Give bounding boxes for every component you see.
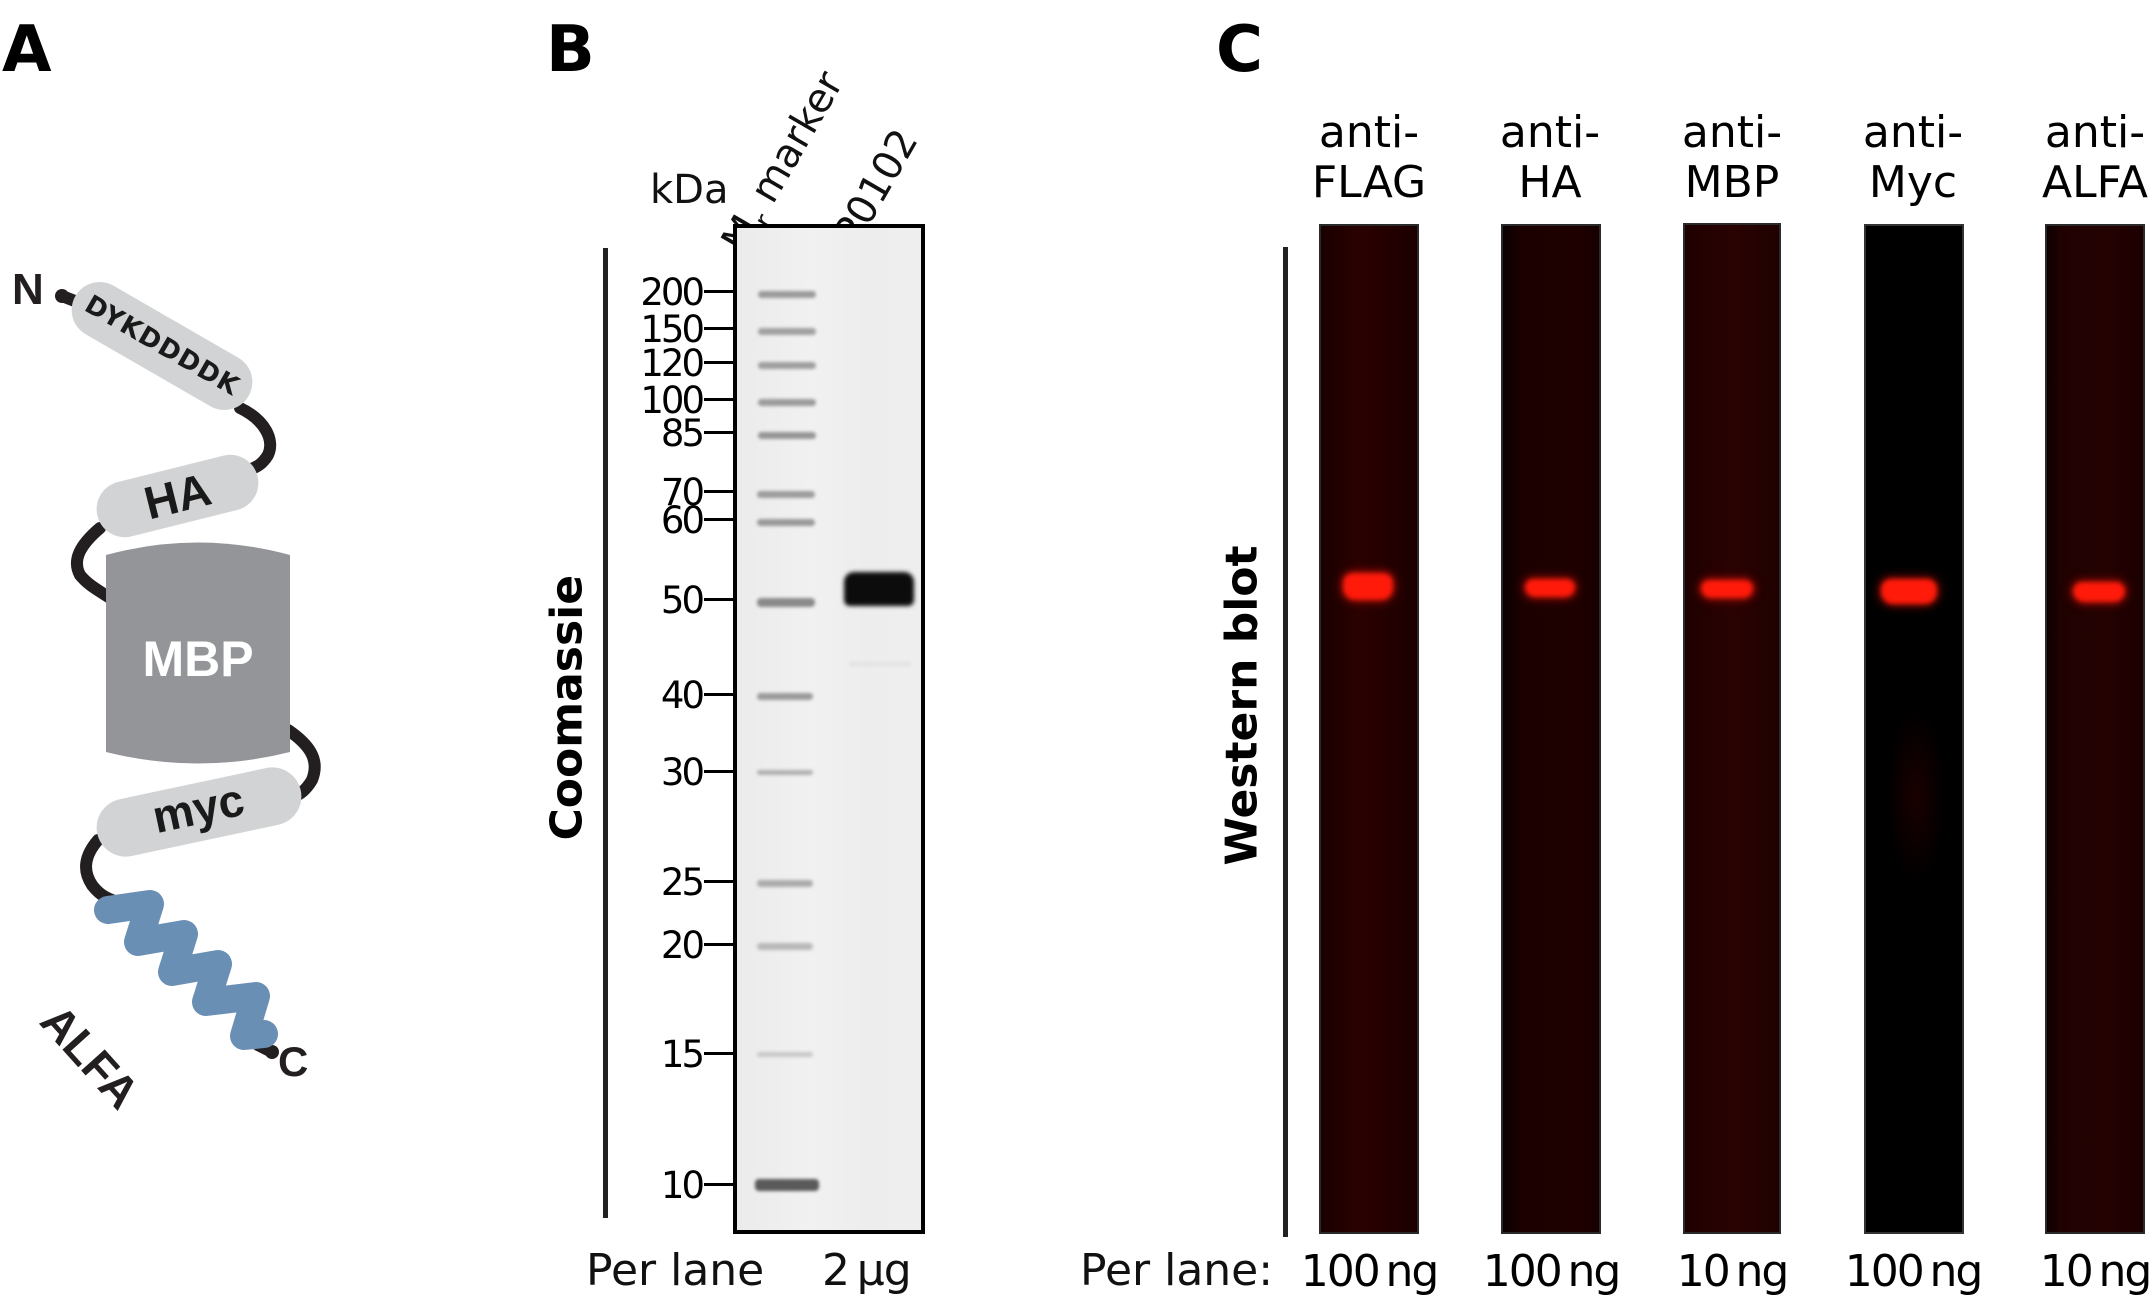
load-amount-flag: 100 ng xyxy=(1300,1246,1440,1297)
c-terminus-dot xyxy=(265,1045,279,1059)
mw-tick xyxy=(704,1183,734,1186)
antibody-label-line2: ALFA xyxy=(2042,157,2148,208)
mw-tick xyxy=(704,880,734,883)
blot-strip-flag xyxy=(1319,224,1419,1234)
mw-tick xyxy=(704,693,734,696)
antibody-label-line1: anti- xyxy=(1681,107,1783,158)
mw-tick-label: 30 xyxy=(660,751,705,794)
mw-tick-label: 50 xyxy=(660,579,705,622)
mw-tick xyxy=(704,327,734,330)
wb-band-myc xyxy=(1881,579,1937,604)
marker-label-rest: marker xyxy=(735,63,853,222)
mw-tick xyxy=(704,290,734,293)
ladder-band-30 xyxy=(757,770,813,775)
mw-tick-label: 20 xyxy=(660,924,705,967)
sample-faint-band xyxy=(849,662,911,666)
mw-tick xyxy=(704,431,734,434)
antibody-label-flag: anti- FLAG xyxy=(1289,108,1449,208)
mw-tick xyxy=(704,1052,734,1055)
wb-band-flag xyxy=(1343,573,1393,600)
ladder-band-70 xyxy=(757,491,815,498)
mw-tick xyxy=(704,398,734,401)
ladder-band-100 xyxy=(758,399,816,406)
mw-tick-label: 70 xyxy=(660,471,705,514)
n-terminus-dot xyxy=(55,289,69,303)
sample-band-p0102 xyxy=(844,572,914,606)
western-blot-label: Western blot xyxy=(1216,545,1268,866)
mw-tick xyxy=(704,518,734,521)
ladder-band-85 xyxy=(758,432,816,439)
ladder-band-10 xyxy=(755,1179,819,1191)
coomassie-gel xyxy=(733,224,925,1234)
panel-letter-a: A xyxy=(2,13,52,87)
western-bracket-line xyxy=(1283,247,1288,1237)
mw-tick xyxy=(704,361,734,364)
mw-tick-label: 15 xyxy=(660,1033,705,1076)
mw-tick-label: 40 xyxy=(660,674,705,717)
antibody-label-line1: anti- xyxy=(2044,107,2146,158)
antibody-label-alfa: anti- ALFA xyxy=(2015,108,2154,208)
construct-diagram xyxy=(55,289,321,1059)
load-amount-myc: 100 ng xyxy=(1844,1246,1984,1297)
mw-tick-label: 25 xyxy=(660,861,705,904)
mw-tick-label: 85 xyxy=(660,412,705,455)
per-lane-amount-b: 2 µg xyxy=(822,1245,912,1296)
antibody-label-line1: anti- xyxy=(1862,107,1964,158)
load-amount-mbp: 10 ng xyxy=(1676,1246,1790,1297)
ladder-band-60 xyxy=(757,519,815,526)
blot-strip-ha xyxy=(1501,224,1601,1234)
blot-strip-myc xyxy=(1864,224,1964,1234)
wb-band-ha xyxy=(1525,579,1575,597)
mw-tick xyxy=(704,490,734,493)
mw-tick-label: 60 xyxy=(660,499,705,542)
coomassie-bracket-line xyxy=(603,248,608,1218)
ladder-band-50 xyxy=(757,598,815,607)
antibody-label-myc: anti- Myc xyxy=(1833,108,1993,208)
ladder-band-150 xyxy=(758,328,816,335)
antibody-label-line1: anti- xyxy=(1499,107,1601,158)
n-terminus-label: N xyxy=(12,265,44,314)
wb-band-alfa xyxy=(2073,582,2125,602)
ladder-band-200 xyxy=(758,291,816,298)
mw-tick-label: 10 xyxy=(660,1164,705,1207)
per-lane-label-c: Per lane: xyxy=(1080,1245,1274,1296)
ladder-band-120 xyxy=(758,362,816,369)
alfa-helix xyxy=(94,890,278,1050)
mbp-cylinder xyxy=(106,542,290,764)
wb-band-mbp xyxy=(1701,580,1753,598)
ladder-band-40 xyxy=(757,693,813,700)
mw-tick-label: 100 xyxy=(640,379,705,422)
blot-strip-mbp xyxy=(1683,223,1781,1234)
load-amount-alfa: 10 ng xyxy=(2039,1246,2153,1297)
antibody-label-line1: anti- xyxy=(1318,107,1420,158)
ladder-band-20 xyxy=(757,943,813,950)
load-amount-ha: 100 ng xyxy=(1482,1246,1622,1297)
ladder-band-15 xyxy=(757,1052,813,1057)
mw-tick-label: 200 xyxy=(640,271,705,314)
antibody-label-mbp: anti- MBP xyxy=(1652,108,1812,208)
c-terminus-label: C xyxy=(278,1038,309,1085)
antibody-label-line2: HA xyxy=(1518,157,1582,208)
mw-tick xyxy=(704,598,734,601)
panel-letter-b: B xyxy=(546,13,595,87)
ladder-band-25 xyxy=(757,880,813,887)
antibody-label-ha: anti- HA xyxy=(1470,108,1630,208)
mw-tick xyxy=(704,770,734,773)
antibody-label-line2: Myc xyxy=(1868,157,1958,208)
blot-strip-alfa xyxy=(2045,224,2145,1234)
mbp-label: MBP xyxy=(142,631,254,687)
mw-tick xyxy=(704,943,734,946)
per-lane-label-b: Per lane xyxy=(586,1245,765,1296)
coomassie-label: Coomassie xyxy=(541,574,593,841)
kda-unit-label: kDa xyxy=(650,167,729,213)
antibody-label-line2: MBP xyxy=(1684,157,1780,208)
antibody-label-line2: FLAG xyxy=(1311,157,1427,208)
panel-letter-c: C xyxy=(1216,13,1263,87)
mw-tick-label: 120 xyxy=(640,342,705,385)
mw-tick-label: 150 xyxy=(640,308,705,351)
wb-smear-myc xyxy=(1886,706,1946,886)
